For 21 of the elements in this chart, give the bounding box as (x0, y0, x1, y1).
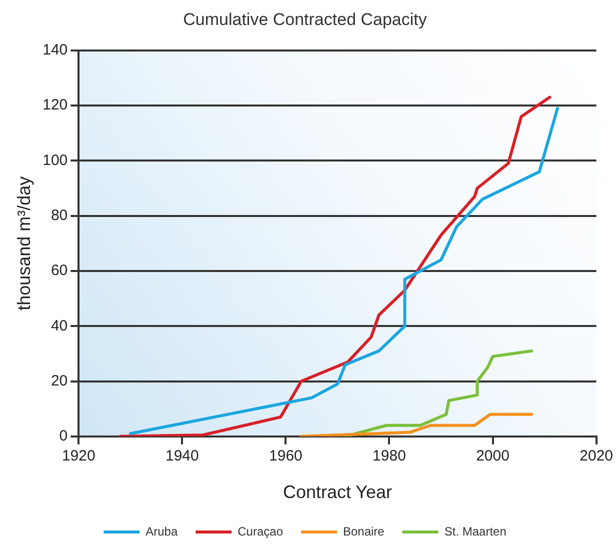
y-tick-label: 60 (50, 262, 68, 280)
x-tick-label: 1980 (372, 448, 406, 465)
x-axis-title: Contract Year (282, 482, 392, 502)
x-tick-label: 2020 (580, 448, 614, 465)
y-tick-label: 0 (59, 428, 68, 445)
y-tick-label: 40 (50, 317, 68, 334)
y-tick-label: 100 (42, 152, 68, 169)
y-tick-label: 20 (50, 372, 68, 390)
y-axis-title: thousand m³/day (14, 176, 34, 310)
y-tick-label: 120 (42, 96, 68, 114)
x-tick-label: 2000 (476, 448, 510, 465)
y-tick-label: 140 (42, 42, 68, 59)
legend-label: St. Maarten (444, 524, 506, 538)
chart-title: Cumulative Contracted Capacity (183, 10, 428, 29)
x-tick-label: 1940 (165, 448, 199, 465)
y-tick-label: 80 (50, 206, 68, 224)
x-tick-label: 1920 (62, 448, 96, 465)
x-tick-label: 1960 (269, 448, 302, 465)
legend-label: Bonaire (342, 524, 385, 538)
legend-label: Curaçao (238, 524, 284, 538)
legend-label: Aruba (146, 524, 178, 538)
